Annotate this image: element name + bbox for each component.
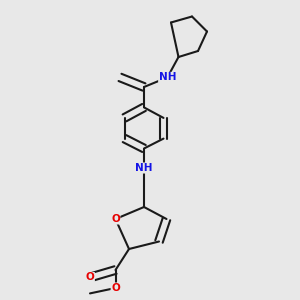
Text: O: O — [111, 283, 120, 293]
Text: NH: NH — [159, 72, 176, 82]
Text: O: O — [111, 214, 120, 224]
Text: O: O — [85, 272, 94, 283]
Text: NH: NH — [135, 163, 153, 173]
